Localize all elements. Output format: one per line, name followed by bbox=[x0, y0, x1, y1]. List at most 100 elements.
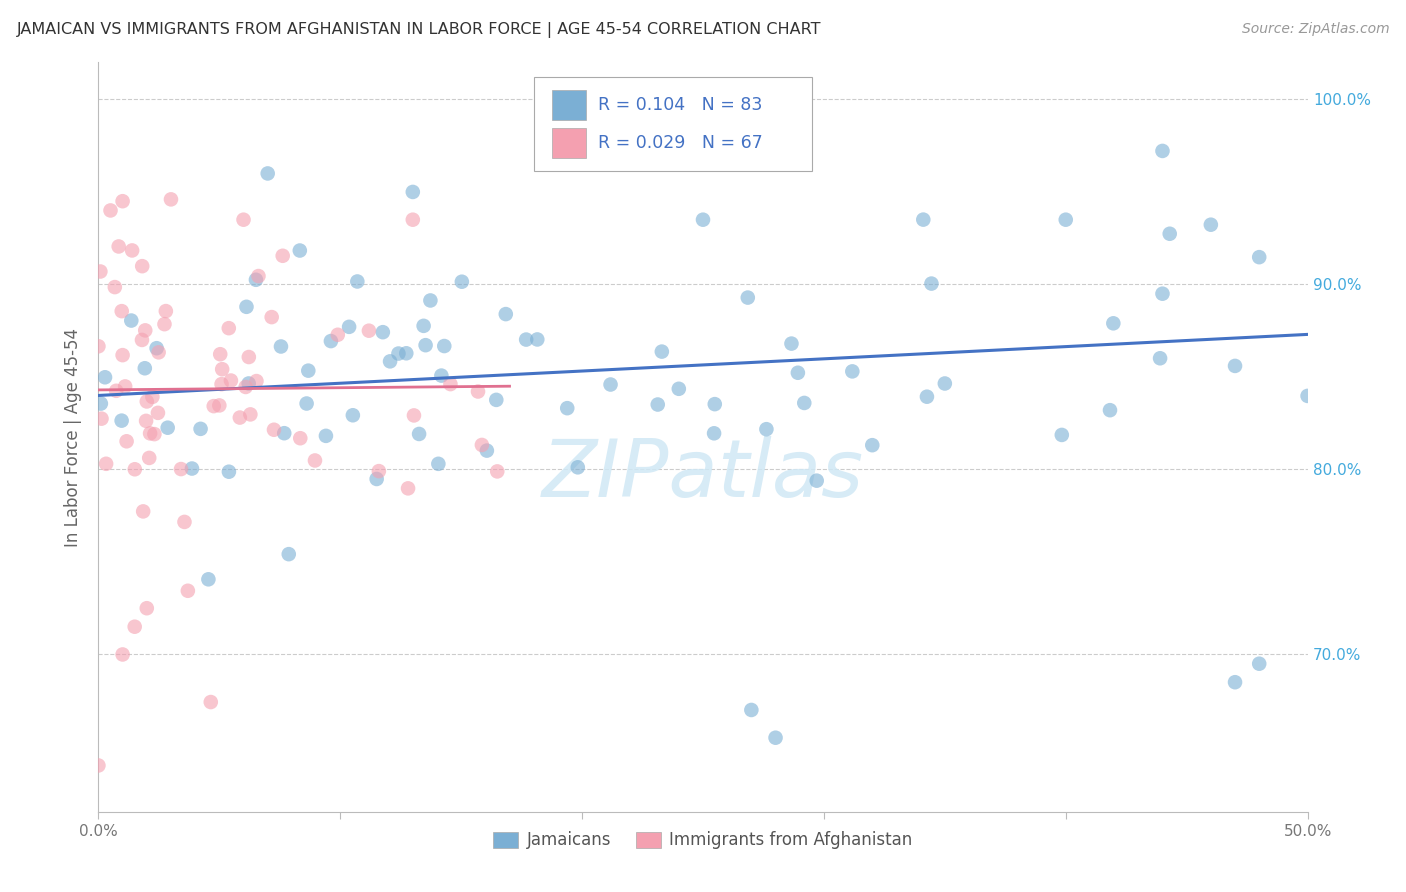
Point bbox=[270, 339, 292, 353]
Point bbox=[515, 333, 537, 347]
Point bbox=[495, 307, 517, 321]
Point bbox=[87, 339, 110, 353]
Point bbox=[475, 443, 498, 458]
Point bbox=[247, 268, 270, 283]
Point bbox=[912, 212, 935, 227]
Point bbox=[367, 464, 389, 478]
Point bbox=[934, 376, 956, 391]
Point bbox=[378, 354, 401, 368]
Point bbox=[703, 397, 725, 411]
Point bbox=[806, 474, 828, 488]
Text: JAMAICAN VS IMMIGRANTS FROM AFGHANISTAN IN LABOR FORCE | AGE 45-54 CORRELATION C: JAMAICAN VS IMMIGRANTS FROM AFGHANISTAN … bbox=[17, 22, 821, 38]
Point bbox=[132, 504, 155, 518]
Point bbox=[841, 364, 863, 378]
Point bbox=[402, 185, 425, 199]
Point bbox=[89, 264, 111, 278]
Point bbox=[920, 277, 942, 291]
Point bbox=[111, 348, 134, 362]
Y-axis label: In Labor Force | Age 45-54: In Labor Force | Age 45-54 bbox=[65, 327, 83, 547]
Point bbox=[765, 731, 787, 745]
Point bbox=[146, 406, 169, 420]
Point bbox=[860, 438, 883, 452]
Point bbox=[232, 212, 254, 227]
Point bbox=[111, 414, 134, 428]
Point bbox=[155, 304, 177, 318]
Point bbox=[485, 392, 508, 407]
FancyBboxPatch shape bbox=[534, 78, 811, 171]
Point bbox=[124, 462, 146, 476]
Point bbox=[170, 462, 193, 476]
Point bbox=[209, 347, 232, 361]
Point bbox=[297, 364, 319, 378]
Point bbox=[134, 323, 156, 337]
Point bbox=[304, 453, 326, 467]
Point bbox=[1149, 351, 1171, 366]
Point bbox=[1102, 316, 1125, 330]
Point bbox=[402, 409, 425, 423]
Point bbox=[290, 431, 312, 445]
Point bbox=[115, 434, 138, 449]
Point bbox=[256, 166, 278, 180]
Point bbox=[395, 346, 418, 360]
Point bbox=[138, 450, 160, 465]
Point bbox=[1249, 250, 1271, 264]
FancyBboxPatch shape bbox=[551, 90, 586, 120]
Point bbox=[915, 390, 938, 404]
Point bbox=[1223, 675, 1246, 690]
Point bbox=[371, 325, 394, 339]
Point bbox=[295, 396, 318, 410]
Point bbox=[526, 333, 548, 347]
Point bbox=[263, 423, 285, 437]
Point bbox=[793, 396, 815, 410]
Point bbox=[740, 703, 762, 717]
Point bbox=[346, 275, 368, 289]
Point bbox=[181, 461, 204, 475]
Point bbox=[121, 244, 143, 258]
Point bbox=[427, 457, 450, 471]
Point bbox=[703, 426, 725, 441]
Point bbox=[218, 321, 240, 335]
Point bbox=[387, 346, 409, 360]
Point bbox=[450, 275, 472, 289]
Point bbox=[737, 291, 759, 305]
Point bbox=[668, 83, 690, 97]
Point bbox=[315, 429, 337, 443]
Point bbox=[208, 399, 231, 413]
Point bbox=[211, 377, 233, 392]
Point bbox=[786, 366, 808, 380]
Point bbox=[1296, 389, 1319, 403]
Point bbox=[219, 374, 242, 388]
Text: R = 0.104   N = 83: R = 0.104 N = 83 bbox=[598, 96, 762, 114]
Point bbox=[467, 384, 489, 399]
Point bbox=[1159, 227, 1181, 241]
Point bbox=[668, 382, 690, 396]
Point bbox=[148, 345, 170, 359]
Point bbox=[135, 394, 157, 409]
Point bbox=[245, 374, 267, 388]
Point bbox=[1199, 218, 1222, 232]
Point bbox=[143, 427, 166, 442]
Point bbox=[229, 410, 252, 425]
Point bbox=[139, 426, 162, 441]
Point bbox=[337, 319, 360, 334]
Point bbox=[245, 273, 267, 287]
Point bbox=[555, 401, 578, 416]
Point bbox=[486, 464, 509, 478]
Point bbox=[342, 409, 364, 423]
Point bbox=[153, 317, 176, 331]
Point bbox=[135, 414, 157, 428]
Point bbox=[319, 334, 342, 348]
Legend: Jamaicans, Immigrants from Afghanistan: Jamaicans, Immigrants from Afghanistan bbox=[486, 824, 920, 855]
Point bbox=[780, 336, 803, 351]
Point bbox=[439, 377, 461, 392]
Point bbox=[177, 583, 200, 598]
Point bbox=[239, 408, 262, 422]
Point bbox=[366, 472, 388, 486]
Point bbox=[357, 324, 380, 338]
Point bbox=[692, 212, 714, 227]
Point bbox=[1249, 657, 1271, 671]
Point bbox=[120, 313, 142, 327]
Point bbox=[277, 547, 299, 561]
Point bbox=[218, 465, 240, 479]
Point bbox=[135, 601, 157, 615]
